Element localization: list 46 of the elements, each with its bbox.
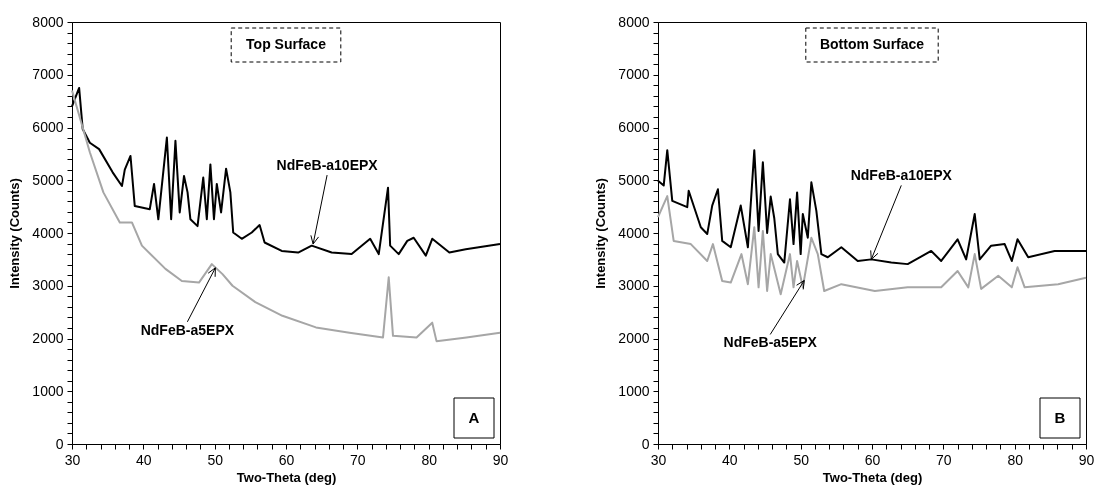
- annotation: B: [1054, 409, 1066, 426]
- x-tick-label: 70: [350, 451, 366, 468]
- y-tick-label: 5000: [32, 171, 64, 188]
- x-tick-label: 50: [207, 451, 224, 468]
- y-tick-label: 8000: [618, 13, 650, 30]
- y-tick-label: 0: [55, 435, 64, 452]
- annotation: NdFeB-a5EPX: [723, 334, 818, 351]
- x-tick-label: 80: [421, 451, 438, 468]
- x-tick-label: 50: [793, 451, 810, 468]
- x-tick-label: 30: [650, 451, 667, 468]
- y-tick-label: 7000: [618, 66, 650, 83]
- x-tick-label: 60: [864, 451, 881, 468]
- y-tick-label: 4000: [32, 224, 64, 241]
- annotation: NdFeB-a10EPX: [850, 167, 953, 184]
- y-tick-label: 1000: [32, 382, 64, 399]
- annotation: NdFeB-a10EPX: [276, 157, 379, 174]
- line-series: [657, 195, 1087, 296]
- x-tick-label: 30: [64, 451, 81, 468]
- annotation: A: [468, 409, 480, 426]
- line-series: [71, 89, 501, 343]
- y-tick-label: 3000: [618, 277, 650, 294]
- y-tick-label: 7000: [32, 66, 64, 83]
- y-tick-label: 6000: [32, 119, 64, 135]
- annotation: NdFeB-a5EPX: [140, 321, 235, 338]
- annotation: Bottom Surface: [819, 36, 925, 52]
- x-axis-title: Two-Theta (deg): [822, 469, 923, 485]
- y-tick-label: 5000: [618, 171, 650, 188]
- x-tick-label: 70: [936, 451, 952, 468]
- x-tick-label: 60: [278, 451, 295, 468]
- x-tick-label: 90: [492, 451, 509, 468]
- x-tick-label: 40: [136, 451, 152, 468]
- y-tick-label: 4000: [618, 224, 650, 241]
- y-tick-label: 0: [641, 435, 650, 452]
- y-axis-title: Intensity (Counts): [593, 178, 609, 289]
- y-tick-label: 2000: [618, 330, 650, 346]
- annotation: Top Surface: [246, 36, 327, 52]
- y-tick-label: 2000: [32, 330, 64, 346]
- x-tick-label: 40: [722, 451, 738, 468]
- y-tick-label: 8000: [32, 13, 64, 30]
- x-tick-label: 90: [1078, 451, 1095, 468]
- y-tick-label: 3000: [32, 277, 64, 294]
- y-tick-label: 6000: [618, 119, 650, 135]
- x-axis-title: Two-Theta (deg): [236, 469, 337, 485]
- y-tick-label: 1000: [618, 382, 650, 399]
- x-tick-label: 80: [1007, 451, 1024, 468]
- y-axis-title: Intensity (Counts): [7, 178, 23, 289]
